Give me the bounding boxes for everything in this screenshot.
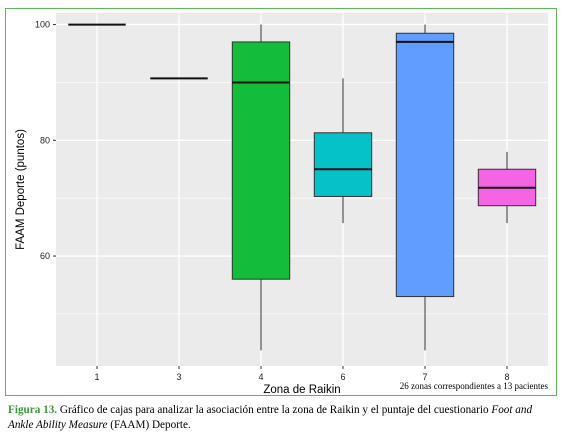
box-4 bbox=[231, 41, 291, 280]
x-tick-label: 8 bbox=[504, 372, 509, 382]
x-tick-label: 7 bbox=[422, 372, 427, 382]
x-axis-label: Zona de Raikin bbox=[263, 384, 340, 394]
y-tick-label: 100 bbox=[35, 20, 50, 30]
plot-panel bbox=[56, 13, 548, 366]
figure-frame: 60 80 100 1 3 4 6 7 8 Zona de Raikin FAAM Deporte … bbox=[5, 8, 557, 396]
y-tick-label: 80 bbox=[40, 135, 50, 145]
caption-tail: (FAAM) Deporte. bbox=[107, 419, 191, 431]
x-tick-label: 4 bbox=[258, 372, 263, 382]
caption-text: Gráfico de cajas para analizar la asocia… bbox=[57, 404, 492, 416]
chart-annotation: 26 zonas correspondientes a 13 pacientes bbox=[399, 381, 548, 391]
x-tick-label: 3 bbox=[176, 372, 181, 382]
box-6 bbox=[313, 132, 373, 197]
boxplot-chart: 60 80 100 1 3 4 6 7 8 Zona de Raikin FAAM Deporte … bbox=[15, 13, 548, 394]
caption-italic: Foot and Ankle Ability Measure bbox=[8, 404, 533, 431]
x-tick-label: 1 bbox=[94, 372, 99, 382]
x-tick-label: 6 bbox=[340, 372, 345, 382]
caption-label: Figura 13. bbox=[8, 404, 58, 416]
box-7 bbox=[395, 32, 455, 298]
figure-caption: Figura 13. Gráfico de cajas para analiza… bbox=[8, 403, 560, 433]
y-axis-label: FAAM Deporte (puntos) bbox=[15, 129, 27, 250]
y-tick-label: 60 bbox=[40, 251, 50, 261]
